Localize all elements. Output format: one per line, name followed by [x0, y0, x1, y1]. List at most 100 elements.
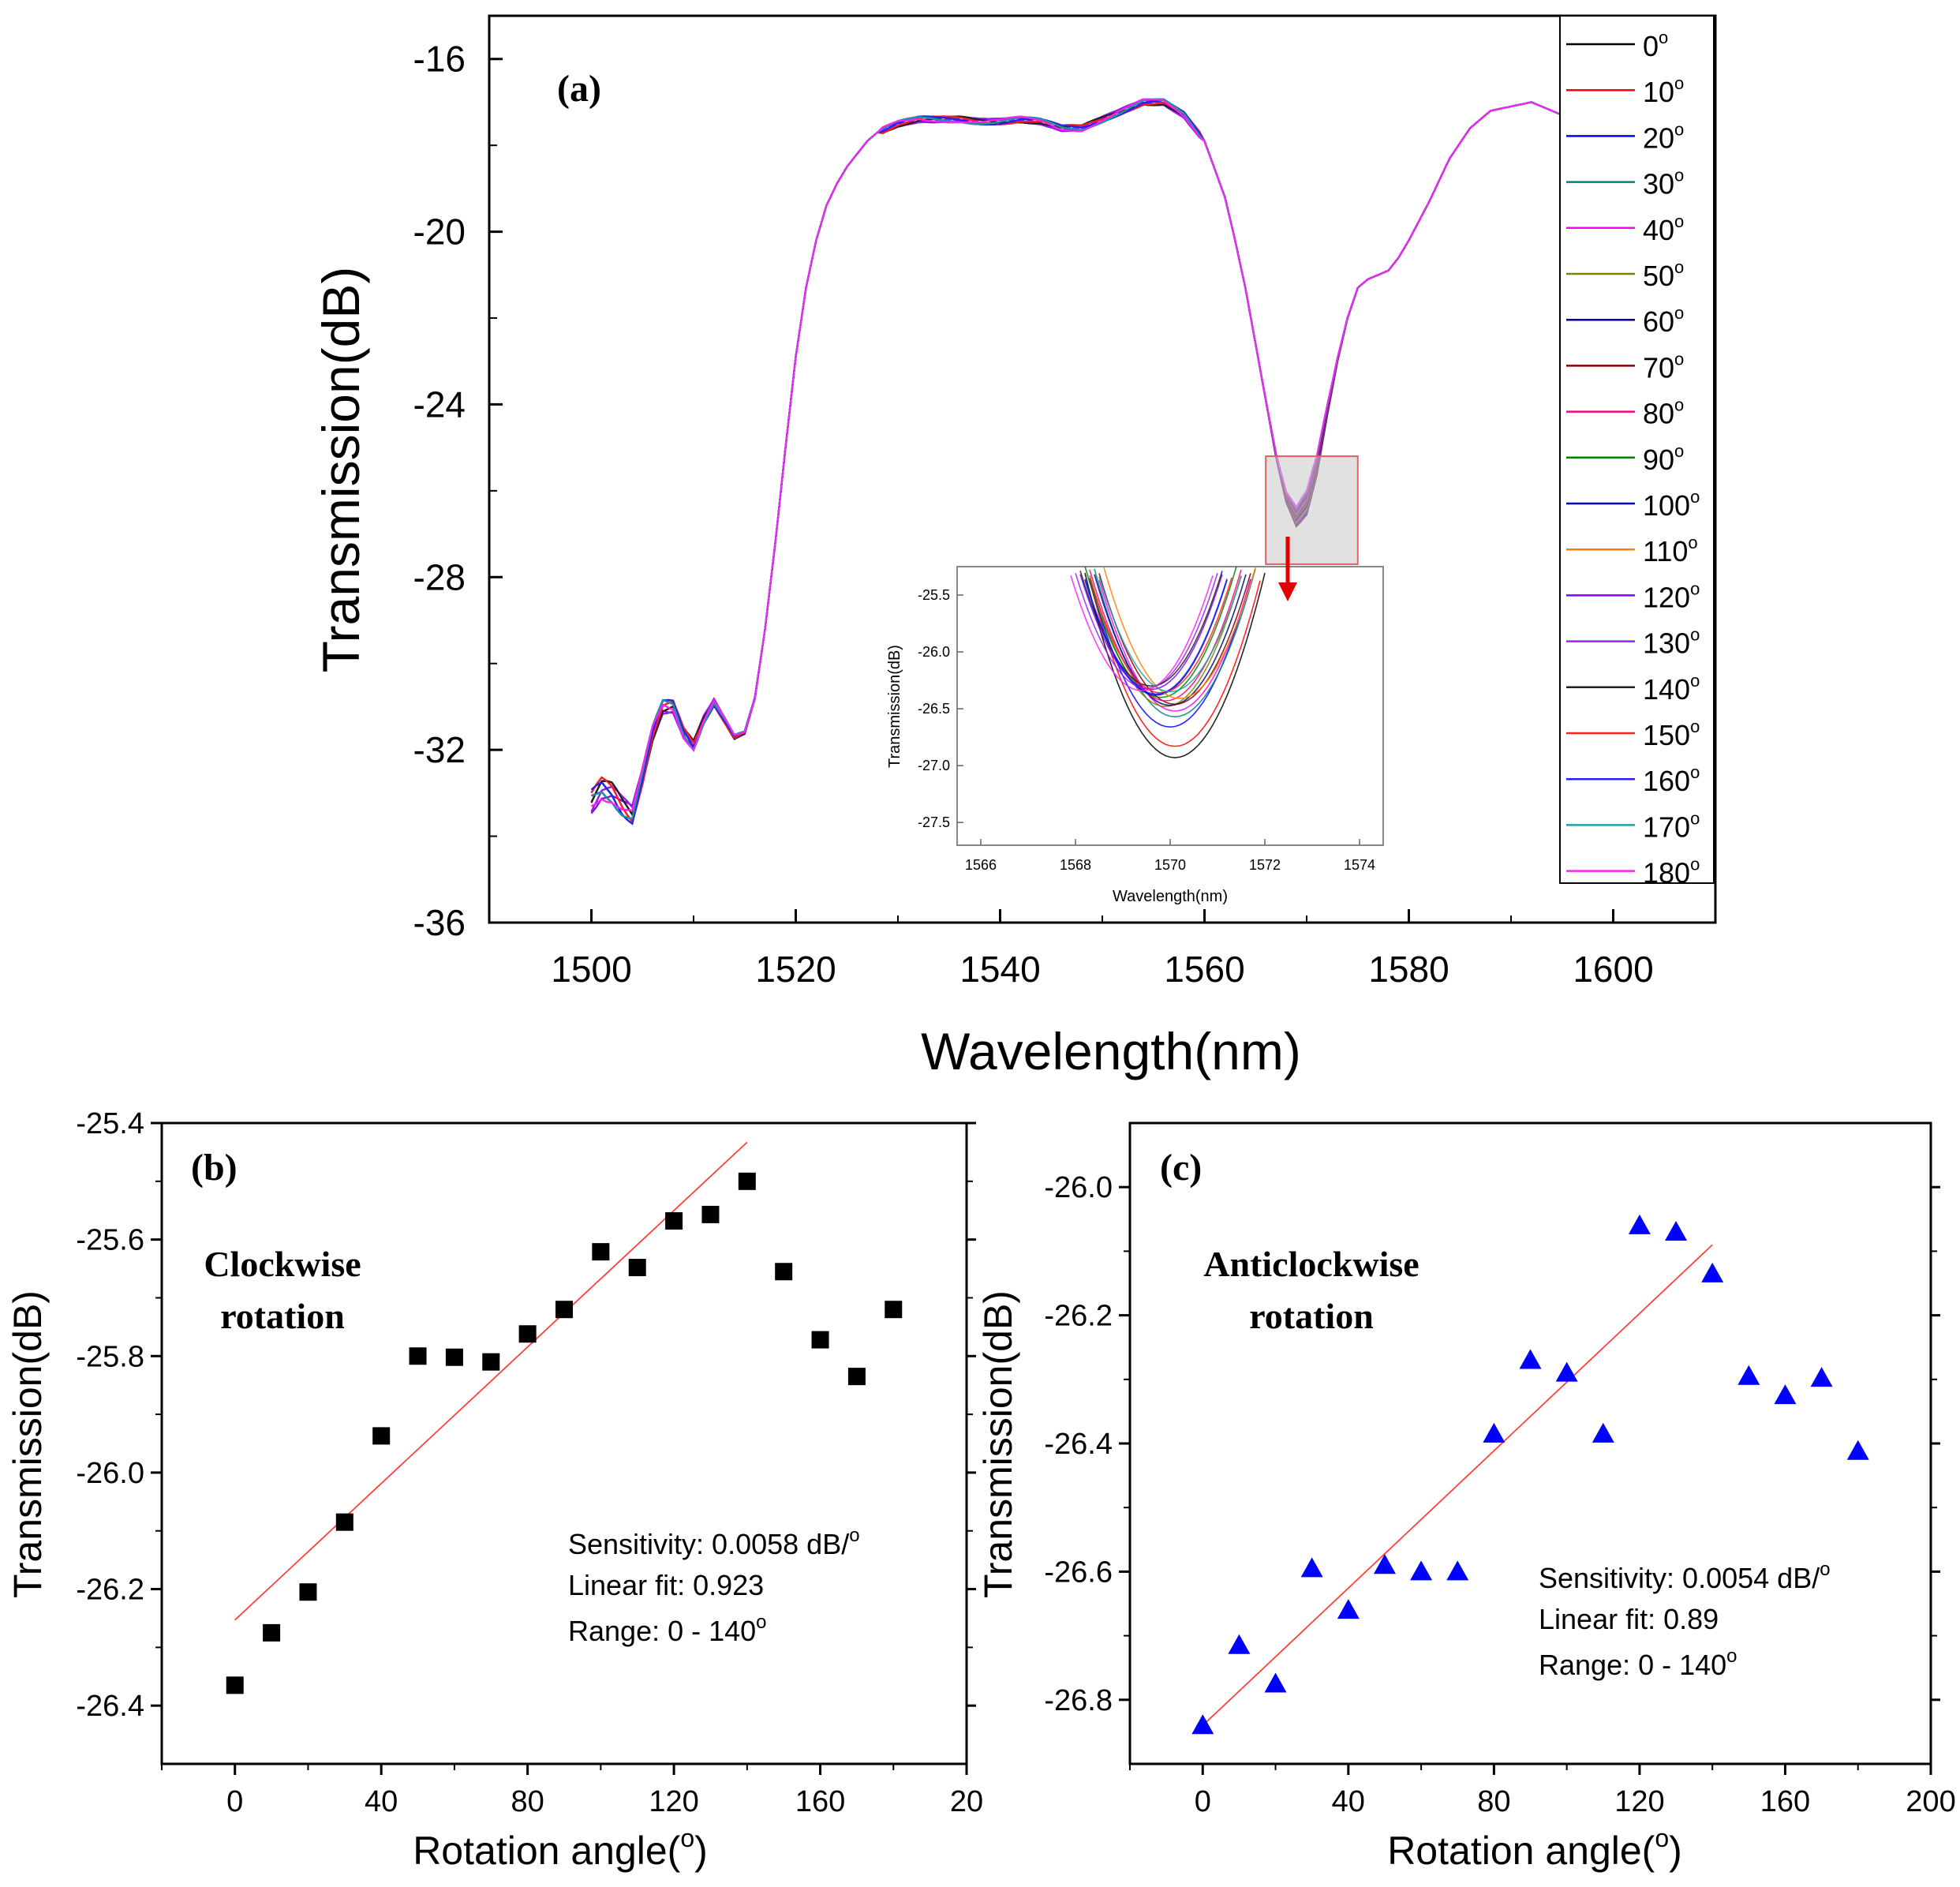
inset-series-40: [1098, 579, 1251, 712]
panel-a-y-ticks: -16 -20 -24 -28 -32 -36: [413, 39, 1715, 943]
panel-c-x-axis-label-close: ): [1669, 1829, 1682, 1873]
inset-series-170: [1098, 576, 1242, 693]
panel-a-series-group: [590, 98, 1573, 826]
x-tick-label: 40: [365, 1785, 398, 1818]
panel-c-points: [1191, 1214, 1869, 1735]
data-point: [1300, 1557, 1323, 1578]
inset-series-10: [1089, 580, 1261, 747]
legend-label-value: 30: [1643, 168, 1674, 200]
data-point: [518, 1325, 537, 1343]
panel-b-x-axis-label-unit: o: [680, 1824, 694, 1852]
data-point: [1373, 1554, 1396, 1574]
y-tick-label: -25.6: [76, 1224, 144, 1257]
legend-label-unit: o: [1674, 166, 1684, 185]
data-point: [775, 1263, 793, 1281]
legend-label-unit: o: [1674, 349, 1684, 369]
inset-series-70: [1098, 573, 1251, 706]
panel-a-y-tick-label: -20: [413, 212, 466, 253]
data-point: [409, 1347, 427, 1365]
legend-box: [1559, 15, 1715, 884]
panel-a-x-tick-label: 1580: [1368, 949, 1449, 990]
panel-c-y-axis-label: Transmission(dB): [976, 1290, 1020, 1598]
panel-a-y-tick-label: -16: [413, 39, 466, 80]
panel-c-range: Range: 0 - 140o: [1539, 1646, 1737, 1681]
legend-label-value: 70: [1643, 351, 1674, 384]
panel-b-x-axis-label-text: Rotation angle(: [413, 1829, 680, 1873]
data-point: [847, 1368, 866, 1386]
x-tick-label: 160: [1760, 1785, 1810, 1818]
panel-c-x-axis-label: Rotation angle(o): [1387, 1824, 1682, 1873]
panel-b-y-axis-label: Transmission(dB): [6, 1290, 50, 1598]
data-point: [482, 1353, 500, 1371]
legend-label-unit: o: [1690, 578, 1700, 598]
data-point: [445, 1348, 463, 1366]
legend-label-unit: o: [1674, 395, 1684, 415]
panel-a-y-tick-label: -28: [413, 556, 466, 597]
legend-label-value: 130: [1643, 627, 1690, 660]
inset-series-60: [1094, 574, 1247, 706]
inset-x-tick-label: 1566: [965, 857, 997, 873]
legend-label-unit: o: [1690, 671, 1700, 691]
inset-series-120: [1079, 574, 1223, 691]
panel-b-x-axis-label: Rotation angle(o): [413, 1824, 708, 1873]
legend-label-unit: o: [1690, 855, 1700, 874]
panel-a-x-tick-label: 1500: [551, 949, 631, 990]
y-tick-label: -26.8: [1044, 1684, 1113, 1717]
data-point: [1665, 1221, 1688, 1241]
linear-fit-line: [1202, 1244, 1713, 1726]
panel-c-x-axis-label-unit: o: [1655, 1824, 1669, 1852]
data-point: [226, 1676, 244, 1694]
legend-label-160: 160o: [1643, 762, 1700, 797]
linear-fit-line: [234, 1141, 748, 1621]
legend-label-60: 60o: [1643, 303, 1684, 338]
panel-b-annotation-line1: Clockwise: [204, 1244, 361, 1284]
inset-x-ticks: 1566 1568 1570 1572 1574: [965, 839, 1375, 873]
panel-b-fit-group: [234, 1141, 748, 1621]
x-tick-label: 0: [226, 1785, 243, 1818]
legend-label-value: 40: [1643, 214, 1674, 246]
data-point: [701, 1205, 720, 1223]
y-tick-label: -26.0: [1044, 1171, 1113, 1204]
data-point: [1446, 1560, 1469, 1581]
panel-c-sensitivity-text: Sensitivity: 0.0054 dB/: [1539, 1562, 1820, 1594]
legend-label-30: 30o: [1643, 166, 1684, 200]
inset-series-110: [1103, 567, 1256, 699]
legend-label-value: 180: [1643, 857, 1690, 889]
legend-label-value: 110: [1643, 535, 1688, 567]
panel-b-range: Range: 0 - 140o: [568, 1612, 767, 1647]
panel-a-label: (a): [557, 68, 601, 110]
inset-y-tick-label: -25.5: [918, 587, 950, 603]
inset-series-140: [1079, 571, 1223, 687]
legend-label-unit: o: [1688, 533, 1697, 552]
panel-c-x-ticks: 0 40 80 120 160 200: [1129, 1764, 1956, 1818]
panel-b-points: [226, 1172, 903, 1694]
panel-b: 0 40 80 120 160 20 -25.4-25.6-25.8-26.0-26.2-…: [6, 1107, 983, 1873]
data-point: [1264, 1672, 1287, 1693]
legend-items: 0o10o20o30o40o50o60o70o80o90o100o110o120…: [1566, 28, 1700, 889]
legend: 0o10o20o30o40o50o60o70o80o90o100o110o120…: [1559, 15, 1715, 889]
legend-label-value: 50: [1643, 260, 1674, 292]
legend-label-unit: o: [1690, 762, 1700, 782]
panel-b-label: (b): [191, 1147, 238, 1189]
panel-b-linear-fit: Linear fit: 0.923: [568, 1569, 764, 1601]
x-tick-label: 120: [1614, 1785, 1664, 1818]
panel-c-fit-group: [1202, 1244, 1713, 1726]
legend-label-10: 10o: [1643, 73, 1684, 108]
panel-a-x-ticks: 1500 1520 1540 1560 1580 1600: [488, 909, 1654, 990]
inset-x-axis-label: Wavelength(nm): [1113, 888, 1228, 905]
data-point: [1846, 1440, 1869, 1460]
panel-c: 0 40 80 120 160 200 -26.0 -26.2 -26.4 -26.6 -26.8…: [976, 1121, 1956, 1873]
inset-y-tick-label: -27.5: [918, 814, 950, 830]
data-point: [1810, 1367, 1833, 1387]
inset-series-180: [1070, 575, 1214, 691]
data-point: [555, 1301, 573, 1319]
legend-label-170: 170o: [1643, 808, 1700, 843]
data-point: [1228, 1634, 1251, 1654]
panel-c-x-axis-label-text: Rotation angle(: [1387, 1829, 1655, 1873]
panel-b-frame: [160, 1121, 968, 1765]
inset-y-tick-label: -27.0: [918, 758, 950, 773]
panel-a-x-tick-label: 1560: [1164, 949, 1244, 990]
panel-a: 1500 1520 1540 1560 1580 1600 -16-20-24-28-32…: [312, 14, 1717, 1080]
legend-label-value: 150: [1643, 719, 1690, 751]
